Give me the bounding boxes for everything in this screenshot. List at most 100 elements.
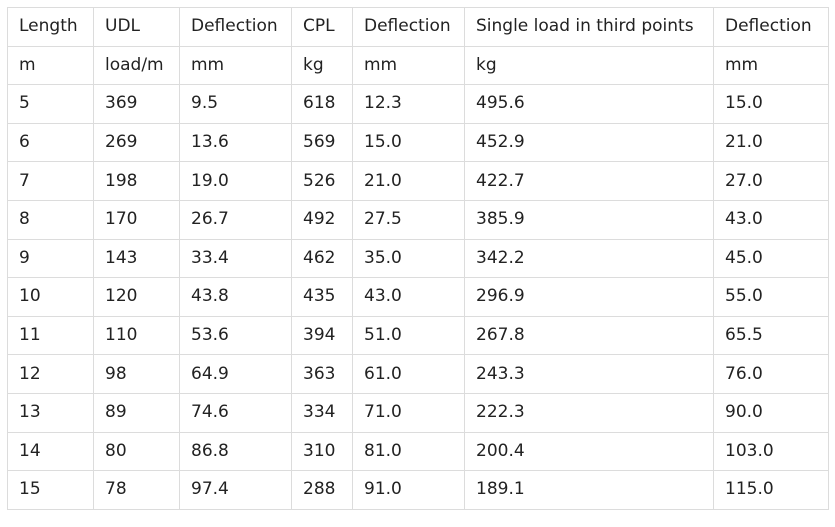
table-row: 10 120 43.8 435 43.0 296.9 55.0 (7, 277, 829, 317)
cell-third-point-load: 189.1 (464, 470, 714, 510)
cell-udl: 89 (93, 392, 180, 433)
cell-udl-deflection: 26.7 (179, 199, 292, 240)
cell-third-point-load: 385.9 (464, 199, 714, 240)
cell-length: 15 (7, 470, 94, 510)
unit-cell-third-point-deflection: mm (713, 45, 829, 86)
cell-cpl-deflection: 12.3 (352, 84, 465, 124)
cell-third-point-deflection: 27.0 (713, 161, 829, 201)
cell-cpl-deflection: 51.0 (352, 315, 465, 356)
cell-cpl-deflection: 15.0 (352, 122, 465, 163)
cell-third-point-load: 243.3 (464, 354, 714, 394)
cell-third-point-load: 342.2 (464, 238, 714, 279)
cell-third-point-deflection: 65.5 (713, 315, 829, 356)
cell-cpl-deflection: 27.5 (352, 199, 465, 240)
header-cell-cpl: CPL (291, 7, 353, 47)
unit-cell-cpl-deflection: mm (352, 45, 465, 86)
cell-length: 7 (7, 161, 94, 201)
header-cell-third-point-deflection: Deflection (713, 7, 829, 47)
header-cell-length: Length (7, 7, 94, 47)
cell-udl-deflection: 64.9 (179, 354, 292, 394)
deflection-table: Length UDL Deflection CPL Deflection Sin… (7, 7, 829, 510)
unit-cell-cpl: kg (291, 45, 353, 86)
table-row: 13 89 74.6 334 71.0 222.3 90.0 (7, 392, 829, 433)
cell-cpl: 492 (291, 199, 353, 240)
cell-length: 10 (7, 277, 94, 317)
cell-third-point-load: 267.8 (464, 315, 714, 356)
cell-third-point-deflection: 21.0 (713, 122, 829, 163)
cell-length: 13 (7, 392, 94, 433)
unit-cell-udl-deflection: mm (179, 45, 292, 86)
header-cell-third-point-load: Single load in third points (464, 7, 714, 47)
cell-cpl-deflection: 21.0 (352, 161, 465, 201)
cell-udl: 110 (93, 315, 180, 356)
table-row: 11 110 53.6 394 51.0 267.8 65.5 (7, 315, 829, 356)
cell-third-point-deflection: 115.0 (713, 470, 829, 510)
cell-cpl-deflection: 61.0 (352, 354, 465, 394)
cell-udl: 269 (93, 122, 180, 163)
cell-udl-deflection: 9.5 (179, 84, 292, 124)
units-row: m load/m mm kg mm kg mm (7, 45, 829, 86)
cell-length: 8 (7, 199, 94, 240)
cell-third-point-deflection: 43.0 (713, 199, 829, 240)
cell-udl-deflection: 13.6 (179, 122, 292, 163)
table-row: 15 78 97.4 288 91.0 189.1 115.0 (7, 470, 829, 510)
table-row: 5 369 9.5 618 12.3 495.6 15.0 (7, 84, 829, 124)
cell-cpl-deflection: 81.0 (352, 431, 465, 472)
cell-udl-deflection: 74.6 (179, 392, 292, 433)
unit-cell-udl: load/m (93, 45, 180, 86)
header-cell-cpl-deflection: Deflection (352, 7, 465, 47)
cell-cpl-deflection: 35.0 (352, 238, 465, 279)
cell-third-point-load: 452.9 (464, 122, 714, 163)
cell-udl: 369 (93, 84, 180, 124)
cell-third-point-deflection: 90.0 (713, 392, 829, 433)
cell-cpl: 462 (291, 238, 353, 279)
cell-cpl: 363 (291, 354, 353, 394)
cell-third-point-load: 422.7 (464, 161, 714, 201)
cell-third-point-deflection: 103.0 (713, 431, 829, 472)
cell-udl-deflection: 86.8 (179, 431, 292, 472)
cell-third-point-load: 495.6 (464, 84, 714, 124)
cell-cpl: 435 (291, 277, 353, 317)
cell-third-point-deflection: 45.0 (713, 238, 829, 279)
cell-cpl-deflection: 43.0 (352, 277, 465, 317)
cell-udl: 120 (93, 277, 180, 317)
unit-cell-length: m (7, 45, 94, 86)
cell-udl-deflection: 97.4 (179, 470, 292, 510)
table-row: 14 80 86.8 310 81.0 200.4 103.0 (7, 431, 829, 472)
cell-udl-deflection: 33.4 (179, 238, 292, 279)
cell-length: 6 (7, 122, 94, 163)
header-row: Length UDL Deflection CPL Deflection Sin… (7, 7, 829, 47)
table-row: 7 198 19.0 526 21.0 422.7 27.0 (7, 161, 829, 201)
cell-third-point-load: 296.9 (464, 277, 714, 317)
cell-cpl-deflection: 71.0 (352, 392, 465, 433)
cell-udl: 80 (93, 431, 180, 472)
cell-cpl: 526 (291, 161, 353, 201)
cell-length: 14 (7, 431, 94, 472)
cell-cpl: 288 (291, 470, 353, 510)
cell-udl: 198 (93, 161, 180, 201)
cell-cpl: 618 (291, 84, 353, 124)
cell-third-point-deflection: 55.0 (713, 277, 829, 317)
table-row: 8 170 26.7 492 27.5 385.9 43.0 (7, 199, 829, 240)
cell-third-point-deflection: 15.0 (713, 84, 829, 124)
cell-third-point-load: 222.3 (464, 392, 714, 433)
deflection-table-container: Length UDL Deflection CPL Deflection Sin… (7, 7, 829, 510)
cell-cpl: 569 (291, 122, 353, 163)
cell-udl: 78 (93, 470, 180, 510)
cell-cpl: 394 (291, 315, 353, 356)
cell-third-point-load: 200.4 (464, 431, 714, 472)
cell-udl-deflection: 53.6 (179, 315, 292, 356)
header-cell-udl-deflection: Deflection (179, 7, 292, 47)
cell-udl: 143 (93, 238, 180, 279)
table-body: Length UDL Deflection CPL Deflection Sin… (7, 7, 829, 510)
cell-third-point-deflection: 76.0 (713, 354, 829, 394)
cell-udl: 170 (93, 199, 180, 240)
table-row: 12 98 64.9 363 61.0 243.3 76.0 (7, 354, 829, 394)
table-row: 6 269 13.6 569 15.0 452.9 21.0 (7, 122, 829, 163)
cell-length: 5 (7, 84, 94, 124)
cell-udl-deflection: 19.0 (179, 161, 292, 201)
cell-udl-deflection: 43.8 (179, 277, 292, 317)
cell-length: 12 (7, 354, 94, 394)
cell-cpl: 334 (291, 392, 353, 433)
cell-cpl-deflection: 91.0 (352, 470, 465, 510)
